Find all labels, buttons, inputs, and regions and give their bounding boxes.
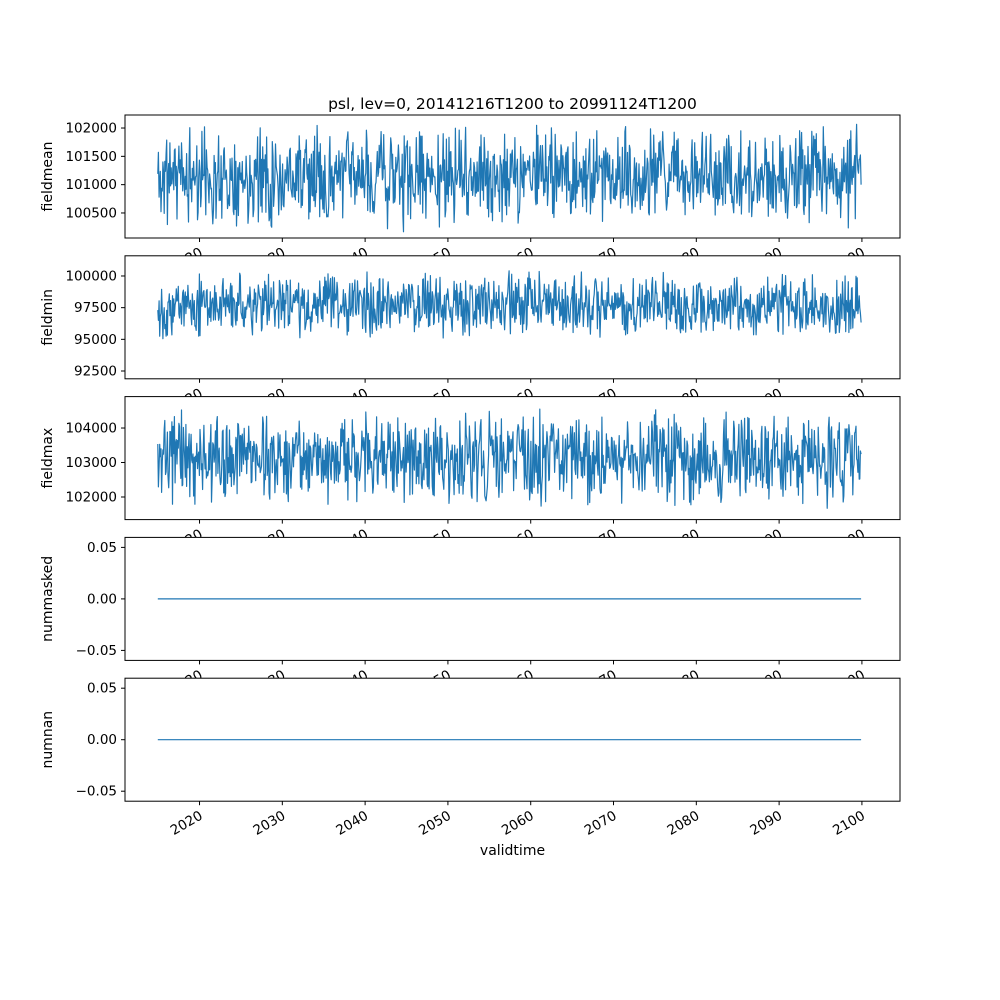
series-line-fieldmean: [157, 123, 862, 233]
y-tick-label: 0.00: [87, 591, 117, 607]
y-tick-label: 103000: [65, 455, 117, 471]
y-tick-label: −0.05: [76, 784, 117, 800]
x-tick-label: 2030: [251, 808, 289, 839]
y-axis-label-numnan: numnan: [40, 711, 56, 769]
subplot-numnan: −0.05 0.00 0.05 2020 2030 2040 2050 2060 2070 208…: [40, 677, 901, 839]
chart-title: psl, lev=0, 20141216T1200 to 20991124T12…: [328, 95, 697, 113]
y-tick-label: −0.05: [76, 643, 117, 659]
series-line-fieldmin: [157, 270, 862, 340]
x-tick-label: 2050: [416, 808, 454, 839]
subplot-nummasked: −0.050.000.05202020302040205020602070208…: [40, 536, 901, 698]
y-tick-label: 0.05: [87, 540, 117, 556]
axes-frame: [124, 396, 901, 521]
y-axis-label-fieldmin: fieldmin: [40, 289, 56, 346]
y-tick-label: 100000: [65, 268, 117, 284]
x-tick-label: 2020: [168, 808, 206, 839]
y-tick-label: 97500: [74, 300, 117, 316]
x-tick-label: 2040: [333, 808, 371, 839]
y-tick-label: 102000: [65, 121, 117, 137]
y-tick-label: 92500: [74, 364, 117, 380]
y-tick-label: 101500: [65, 149, 117, 165]
y-tick-label: 0.00: [87, 732, 117, 748]
subplot-fieldmean: 1005001010001015001020002020203020402050…: [40, 114, 901, 276]
y-tick-label: 95000: [74, 332, 117, 348]
x-tick-label: 2060: [499, 808, 537, 839]
series-line-fieldmax: [157, 408, 862, 509]
axes-frame: [124, 114, 901, 239]
y-tick-label: 101000: [65, 177, 117, 193]
x-tick-label: 2090: [747, 808, 785, 839]
subplot-fieldmin: 9250095000975001000002020203020402050206…: [40, 255, 901, 416]
x-axis-label: validtime: [479, 843, 546, 859]
subplot-fieldmax: 1020001030001040002020203020402050206020…: [40, 396, 901, 557]
y-tick-label: 102000: [65, 490, 117, 506]
axes-frame: [124, 255, 901, 380]
y-axis-label-fieldmax: fieldmax: [40, 428, 56, 489]
y-tick-label: 104000: [65, 421, 117, 437]
y-tick-label: 0.05: [87, 681, 117, 697]
y-tick-label: 100500: [65, 205, 117, 221]
x-tick-label: 2080: [665, 808, 703, 839]
x-tick-label: 2100: [830, 808, 868, 839]
y-axis-label-nummasked: nummasked: [40, 556, 56, 642]
y-axis-label-fieldmean: fieldmean: [40, 142, 56, 212]
x-tick-label: 2070: [582, 808, 620, 839]
